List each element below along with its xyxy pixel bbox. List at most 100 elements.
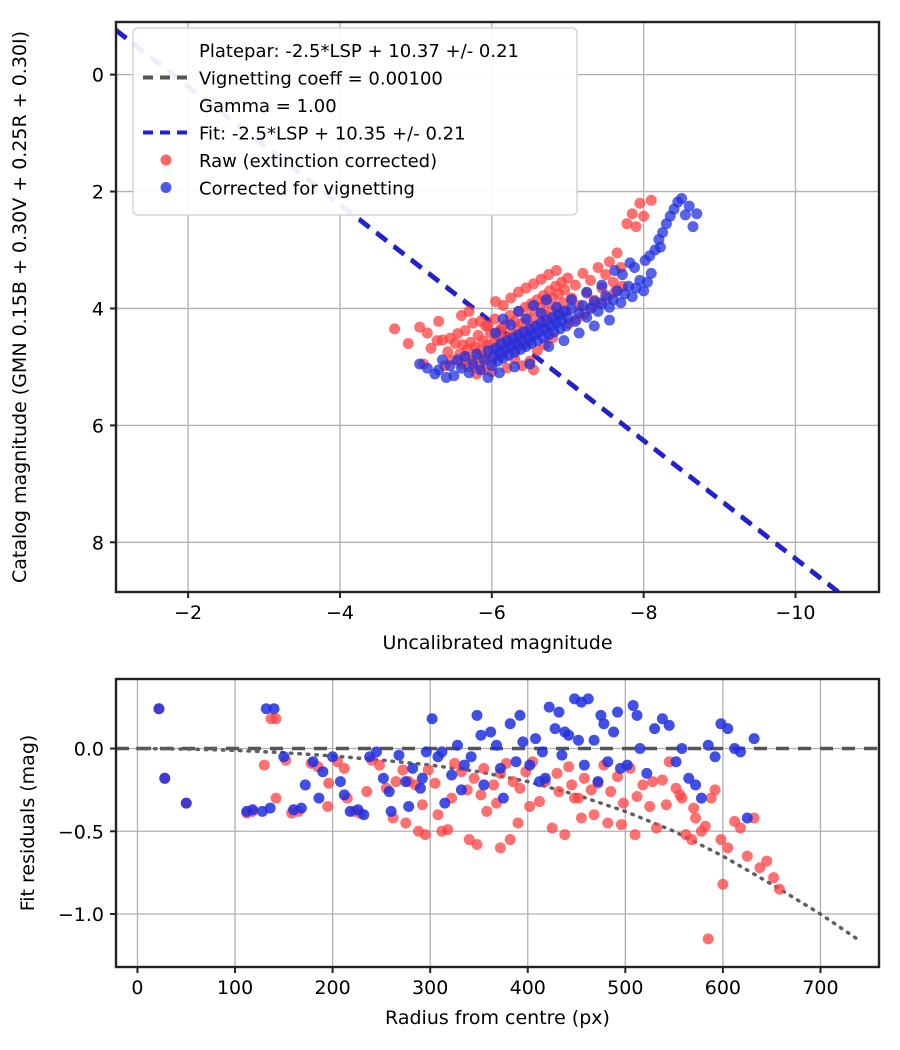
data-point	[358, 809, 370, 821]
data-point	[493, 367, 505, 379]
data-point	[722, 723, 734, 735]
data-point	[323, 777, 335, 789]
legend-entry-label: Vignetting coeff = 0.00100	[199, 69, 443, 90]
data-point	[588, 320, 600, 332]
ytick-label: 0.0	[74, 739, 104, 761]
data-point	[512, 817, 524, 829]
data-point	[442, 346, 454, 358]
data-point	[582, 693, 594, 705]
xtick-label: 200	[314, 977, 350, 999]
data-point	[463, 834, 475, 846]
data-point	[504, 718, 516, 730]
data-point	[524, 759, 536, 771]
data-point	[429, 777, 441, 789]
data-point	[572, 734, 584, 746]
data-point	[605, 786, 617, 798]
data-point	[247, 804, 259, 816]
data-point	[467, 358, 479, 370]
data-point	[373, 759, 385, 771]
xaxis-label: Radius from centre (px)	[385, 1007, 610, 1029]
xtick-label: −10	[775, 602, 815, 624]
data-point	[676, 743, 688, 755]
series-corrected-for-vignetting	[414, 193, 703, 383]
axes-fit-residuals-vs-radius: 0 100 200 300 400 500 600 700 0.0 −0.5 −1.0 Radius …	[17, 677, 881, 1029]
data-point	[307, 756, 319, 768]
data-point	[634, 197, 646, 209]
data-point	[569, 279, 581, 291]
xtick-label: 400	[510, 977, 546, 999]
data-point	[385, 805, 397, 817]
data-point	[691, 208, 703, 220]
data-point	[679, 209, 691, 221]
data-point	[478, 354, 490, 366]
data-point	[524, 800, 536, 812]
data-point	[439, 797, 451, 809]
data-point	[497, 792, 509, 804]
legend: Platepar: -2.5*LSP + 10.37 +/- 0.21 Vigne…	[132, 27, 578, 216]
data-point	[153, 703, 165, 715]
data-point	[383, 786, 395, 798]
data-point	[494, 762, 506, 774]
data-point	[452, 739, 463, 751]
data-point	[722, 842, 734, 854]
xtick-label: 100	[217, 977, 253, 999]
data-point	[674, 789, 686, 801]
data-point	[631, 791, 643, 803]
data-point	[159, 772, 171, 784]
data-point	[313, 792, 325, 804]
data-point	[690, 779, 702, 791]
data-point	[638, 210, 650, 222]
data-point	[455, 784, 467, 796]
data-point	[585, 784, 597, 796]
data-point	[268, 703, 280, 715]
data-point	[611, 247, 623, 259]
data-point	[602, 756, 614, 768]
data-point	[600, 269, 612, 281]
legend-dot-swatch	[160, 154, 172, 166]
data-point	[475, 729, 487, 741]
data-point	[676, 193, 688, 205]
data-point	[440, 371, 452, 383]
data-point	[602, 817, 614, 829]
data-point	[569, 315, 581, 327]
data-point	[581, 311, 593, 323]
data-point	[647, 776, 659, 788]
data-point	[514, 709, 526, 721]
data-point	[494, 842, 506, 854]
data-point	[566, 294, 578, 306]
data-point	[741, 812, 753, 824]
data-point	[389, 323, 401, 335]
data-point	[459, 350, 471, 362]
data-point	[505, 319, 517, 331]
data-point	[690, 812, 702, 824]
data-point	[683, 200, 695, 212]
plot-background	[116, 679, 879, 967]
data-point	[773, 883, 785, 895]
data-point	[327, 751, 339, 763]
data-point	[543, 340, 555, 352]
ytick-label: 2	[92, 182, 104, 204]
axes-spines	[114, 677, 881, 969]
data-point	[715, 834, 727, 846]
data-point	[553, 786, 565, 798]
xtick-label: −4	[326, 602, 354, 624]
data-point	[270, 792, 282, 804]
data-point	[400, 776, 412, 788]
data-point	[463, 367, 475, 379]
data-point	[530, 733, 542, 745]
data-point	[607, 276, 619, 288]
data-point	[402, 338, 414, 350]
data-point	[645, 194, 657, 206]
data-point	[180, 797, 192, 809]
data-point	[626, 291, 638, 303]
data-point	[748, 733, 760, 745]
xtick-label: 0	[131, 977, 143, 999]
data-point	[663, 719, 675, 731]
data-point	[504, 834, 516, 846]
data-point	[546, 822, 558, 834]
data-point	[563, 761, 575, 773]
data-point	[512, 305, 524, 317]
data-point	[509, 361, 521, 373]
data-point	[371, 746, 383, 758]
data-point	[621, 759, 633, 771]
